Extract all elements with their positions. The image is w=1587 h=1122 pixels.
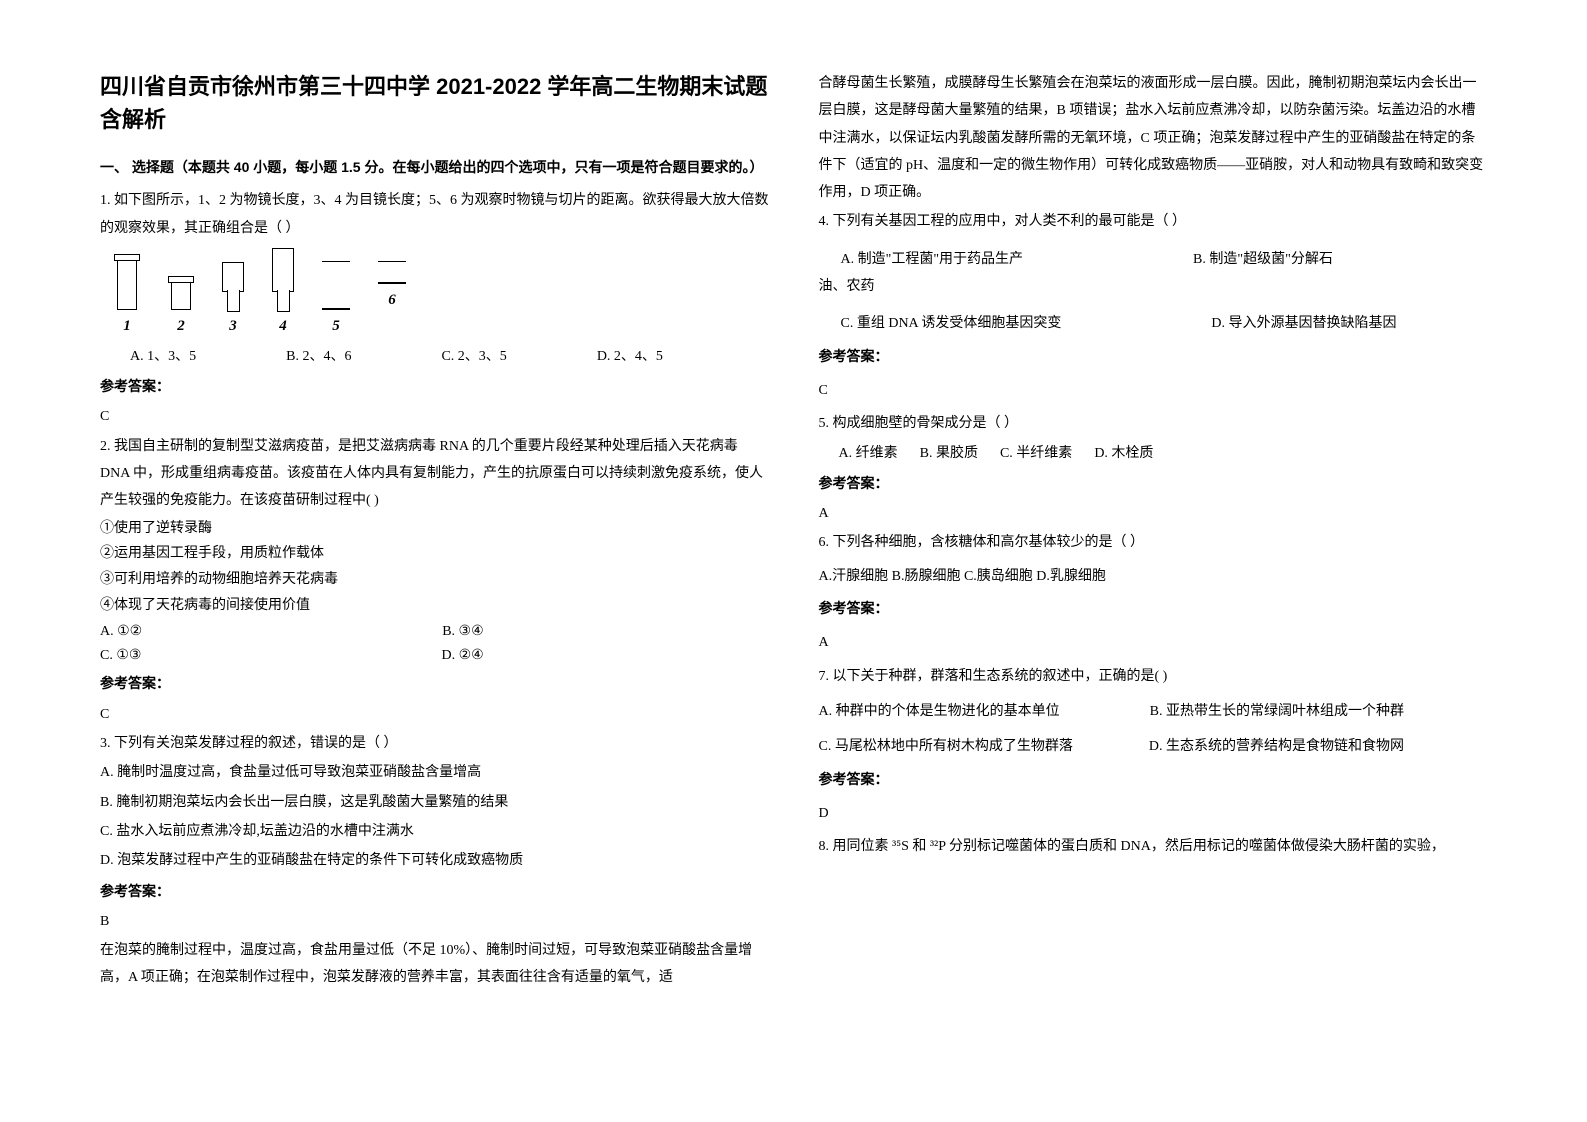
q2-optA: A. ①②	[100, 620, 142, 644]
q6-answer: A	[819, 629, 1488, 656]
q3-optD: D. 泡菜发酵过程中产生的亚硝酸盐在特定的条件下可转化成致癌物质	[100, 847, 769, 874]
q4-optC: C. 重组 DNA 诱发受体细胞基因突变	[841, 310, 1062, 337]
right-column: 合酵母菌生长繁殖，成膜酵母生长繁殖会在泡菜坛的液面形成一层白膜。因此，腌制初期泡…	[819, 70, 1488, 1082]
q7-answer: D	[819, 800, 1488, 827]
q3-answer: B	[100, 908, 769, 935]
q8-stem: 8. 用同位素 ³⁵S 和 ³²P 分别标记噬菌体的蛋白质和 DNA，然后用标记…	[819, 833, 1488, 860]
q1-answer-label: 参考答案：	[100, 374, 769, 401]
q4-answer: C	[819, 377, 1488, 404]
q3-answer-label: 参考答案：	[100, 879, 769, 906]
q2-optB: B. ③④	[442, 620, 483, 644]
q6-stem: 6. 下列各种细胞，含核糖体和高尔基体较少的是（ ）	[819, 529, 1488, 556]
q1-optD: D. 2、4、5	[597, 343, 663, 370]
q4-optA: A. 制造"工程菌"用于药品生产	[841, 246, 1024, 273]
q7-row2: C. 马尾松林地中所有树木构成了生物群落 D. 生态系统的营养结构是食物链和食物…	[819, 733, 1488, 760]
q4-optB2: 油、农药	[819, 273, 1488, 300]
q3-optC: C. 盐水入坛前应煮沸冷却,坛盖边沿的水槽中注满水	[100, 818, 769, 845]
q1-optA: A. 1、3、5	[130, 343, 196, 370]
q1-optC: C. 2、3、5	[441, 343, 506, 370]
q2-answer-label: 参考答案：	[100, 671, 769, 698]
q5-options: A. 纤维素 B. 果胶质 C. 半纤维素 D. 木栓质	[819, 440, 1488, 467]
q2-l4: ④体现了天花病毒的间接使用价值	[100, 594, 769, 618]
q4-row2: C. 重组 DNA 诱发受体细胞基因突变 D. 导入外源基因替换缺陷基因	[819, 310, 1488, 337]
lens-1: 1	[114, 254, 140, 341]
q6-answer-label: 参考答案：	[819, 596, 1488, 623]
q3-stem: 3. 下列有关泡菜发酵过程的叙述，错误的是（ ）	[100, 730, 769, 757]
lens-4: 4	[272, 248, 294, 341]
q2-optC: C. ①③	[100, 644, 141, 668]
document-title: 四川省自贡市徐州市第三十四中学 2021-2022 学年高二生物期末试题含解析	[100, 70, 769, 136]
q3-optB: B. 腌制初期泡菜坛内会长出一层白膜，这是乳酸菌大量繁殖的结果	[100, 789, 769, 816]
q4-optB: B. 制造"超级菌"分解石	[1193, 246, 1333, 273]
q5-answer-label: 参考答案：	[819, 471, 1488, 498]
q4-optD: D. 导入外源基因替换缺陷基因	[1211, 310, 1396, 337]
q1-answer: C	[100, 403, 769, 430]
q5-stem: 5. 构成细胞壁的骨架成分是（ ）	[819, 410, 1488, 437]
q2-options-row1: A. ①② B. ③④	[100, 620, 769, 644]
q4-stem: 4. 下列有关基因工程的应用中，对人类不利的最可能是（ ）	[819, 208, 1488, 235]
q5-answer: A	[819, 500, 1488, 527]
lens-6: 6	[378, 261, 406, 315]
q1-figure: 1 2 3 4 5	[114, 246, 769, 341]
q2-stem: 2. 我国自主研制的复制型艾滋病疫苗，是把艾滋病病毒 RNA 的几个重要片段经某…	[100, 433, 769, 515]
q3-explain-cont: 合酵母菌生长繁殖，成膜酵母生长繁殖会在泡菜坛的液面形成一层白膜。因此，腌制初期泡…	[819, 70, 1488, 206]
q7-optB: B. 亚热带生长的常绿阔叶林组成一个种群	[1150, 698, 1404, 725]
q7-optC: C. 马尾松林地中所有树木构成了生物群落	[819, 733, 1073, 760]
q1-optB: B. 2、4、6	[286, 343, 351, 370]
q5-optB: B. 果胶质	[920, 440, 978, 467]
q2-optD: D. ②④	[441, 644, 483, 668]
section-heading: 一、 选择题（本题共 40 小题，每小题 1.5 分。在每小题给出的四个选项中，…	[100, 154, 769, 181]
q5-optD: D. 木栓质	[1094, 440, 1153, 467]
lens-3: 3	[222, 262, 244, 341]
q1-options: A. 1、3、5 B. 2、4、6 C. 2、3、5 D. 2、4、5	[100, 343, 769, 370]
q7-optA: A. 种群中的个体是生物进化的基本单位	[819, 698, 1060, 725]
q2-answer: C	[100, 701, 769, 728]
left-column: 四川省自贡市徐州市第三十四中学 2021-2022 学年高二生物期末试题含解析 …	[100, 70, 769, 1082]
q2-l3: ③可利用培养的动物细胞培养天花病毒	[100, 568, 769, 592]
q7-optD: D. 生态系统的营养结构是食物链和食物网	[1149, 733, 1404, 760]
q2-options-row2: C. ①③ D. ②④	[100, 644, 769, 668]
q6-options: A.汗腺细胞 B.肠腺细胞 C.胰岛细胞 D.乳腺细胞	[819, 563, 1488, 590]
q2-l1: ①使用了逆转录酶	[100, 517, 769, 541]
q4-row1: A. 制造"工程菌"用于药品生产 B. 制造"超级菌"分解石	[819, 246, 1488, 273]
page: 四川省自贡市徐州市第三十四中学 2021-2022 学年高二生物期末试题含解析 …	[100, 70, 1487, 1082]
q3-optA: A. 腌制时温度过高，食盐量过低可导致泡菜亚硝酸盐含量增高	[100, 759, 769, 786]
q5-optA: A. 纤维素	[839, 440, 898, 467]
q4-answer-label: 参考答案：	[819, 344, 1488, 371]
q7-answer-label: 参考答案：	[819, 767, 1488, 794]
q7-row1: A. 种群中的个体是生物进化的基本单位 B. 亚热带生长的常绿阔叶林组成一个种群	[819, 698, 1488, 725]
q1-stem: 1. 如下图所示，1、2 为物镜长度，3、4 为目镜长度；5、6 为观察时物镜与…	[100, 187, 769, 242]
q2-l2: ②运用基因工程手段，用质粒作载体	[100, 542, 769, 566]
q3-explain: 在泡菜的腌制过程中，温度过高，食盐用量过低（不足 10%）、腌制时间过短，可导致…	[100, 937, 769, 992]
lens-5: 5	[322, 261, 350, 341]
lens-2: 2	[168, 276, 194, 341]
q5-optC: C. 半纤维素	[1000, 440, 1072, 467]
q7-stem: 7. 以下关于种群，群落和生态系统的叙述中，正确的是( )	[819, 663, 1488, 690]
